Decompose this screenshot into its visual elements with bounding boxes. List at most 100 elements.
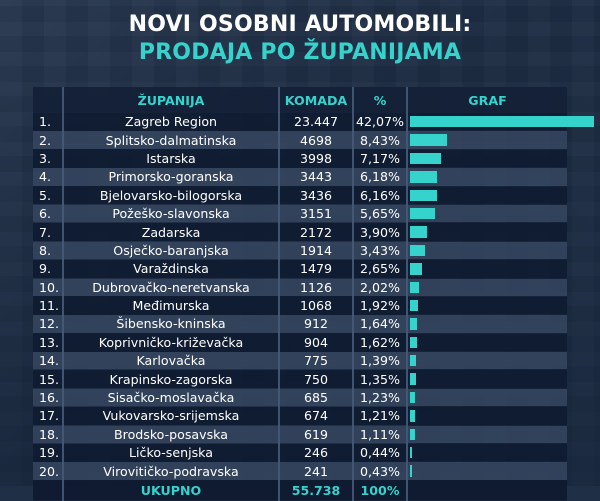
row-percent: 3,43% [353,241,408,261]
row-percent: 1,39% [353,351,408,371]
table-row: 3. Istarska 3998 7,17% [33,149,567,169]
row-bar-cell [407,113,594,132]
row-percent: 1,92% [353,296,408,316]
bar-mark [410,134,447,146]
bar-mark [410,281,419,293]
bar-mark [410,373,416,385]
row-percent: 5,65% [353,204,408,224]
row-units: 912 [279,314,354,334]
row-rank: 8. [33,241,64,261]
bar-mark [410,410,416,422]
table-row: 1. Zagreb Region 23.447 42,07% [33,113,594,132]
row-bar-cell [407,425,567,445]
total-bar-cell [407,480,567,501]
table-row: 13. Koprivničko-križevačka 904 1,62% [33,333,567,353]
row-units: 3436 [279,186,354,205]
row-bar-cell [407,443,567,463]
row-units: 2172 [279,222,354,242]
row-units: 750 [279,369,354,389]
row-county-name: Požeško-slavonska [63,204,280,224]
title-line-1: NOVI OSOBNI AUTOMOBILI: [128,12,472,37]
row-percent: 0,43% [353,461,408,481]
total-pct: 100% [353,480,408,501]
table-row: 5. Bjelovarsko-bilogorska 3436 6,16% [33,186,567,205]
row-county-name: Karlovačka [63,351,280,371]
row-county-name: Virovitičko-podravska [63,461,280,481]
row-percent: 1,23% [353,388,408,408]
bar-mark [410,244,425,257]
table-row: 7. Zadarska 2172 3,90% [33,222,567,242]
bar-mark [410,465,412,477]
sales-table: ŽUPANIJA KOMADA % GRAF 1. Zagreb Region 23… [33,87,594,501]
row-county-name: Osječko-baranjska [63,241,280,261]
bar-mark [410,152,442,165]
row-units: 246 [279,443,354,463]
table-row: 10. Dubrovačko-neretvanska 1126 2,02% [33,278,567,297]
row-units: 1068 [279,296,354,316]
row-percent: 3,90% [353,222,408,242]
table-row: 8. Osječko-baranjska 1914 3,43% [33,241,567,261]
row-rank: 16. [33,388,64,408]
row-bar-cell [407,296,567,316]
bar-mark [410,447,412,459]
row-bar-cell [407,351,567,371]
row-percent: 1,35% [353,369,408,389]
row-rank: 12. [33,314,64,334]
bar-mark [410,355,417,367]
row-units: 904 [279,333,354,353]
row-county-name: Međimurska [63,296,280,316]
total-units: 55.738 [279,480,354,501]
bar-mark [410,428,415,441]
row-percent: 2,02% [353,278,408,297]
table-row: 12. Šibensko-kninska 912 1,64% [33,314,567,334]
row-rank: 15. [33,369,64,389]
table-row: 11. Međimurska 1068 1,92% [33,296,567,316]
row-bar-cell [407,259,567,279]
row-units: 23.447 [279,113,354,132]
total-label: UKUPNO [63,480,280,501]
row-percent: 1,11% [353,425,408,445]
table-row: 18. Brodsko-posavska 619 1,11% [33,425,567,445]
row-bar-cell [407,167,567,187]
row-rank: 17. [33,406,64,426]
total-row: UKUPNO 55.738 100% [33,480,567,501]
row-county-name: Bjelovarsko-bilogorska [63,186,280,205]
row-rank: 4. [33,167,64,187]
row-county-name: Šibensko-kninska [63,314,280,334]
row-bar-cell [407,314,567,334]
row-rank: 13. [33,333,64,353]
header-zupanija: ŽUPANIJA [63,87,280,113]
row-county-name: Koprivničko-križevačka [63,333,280,353]
total-rank [33,480,64,501]
row-bar-cell [407,130,567,150]
row-rank: 2. [33,130,64,150]
row-rank: 1. [33,113,64,132]
row-units: 619 [279,425,354,445]
row-county-name: Ličko-senjska [63,443,280,463]
row-county-name: Zadarska [63,222,280,242]
row-percent: 6,16% [353,186,408,205]
row-bar-cell [407,369,567,389]
table-row: 6. Požeško-slavonska 3151 5,65% [33,204,567,224]
row-rank: 7. [33,222,64,242]
header-graf: GRAF [407,87,567,113]
table-row: 20. Virovitičko-podravska 241 0,43% [33,461,567,481]
row-county-name: Varaždinska [63,259,280,279]
row-percent: 2,65% [353,259,408,279]
bar-mark [410,189,437,201]
row-units: 1126 [279,278,354,297]
row-bar-cell [407,149,567,169]
row-percent: 42,07% [353,113,408,132]
row-rank: 9. [33,259,64,279]
row-bar-cell [407,186,567,205]
row-units: 4698 [279,130,354,150]
table-row: 16. Sisačko-moslavačka 685 1,23% [33,388,567,408]
row-county-name: Istarska [63,149,280,169]
row-rank: 18. [33,425,64,445]
row-bar-cell [407,204,567,224]
table-row: 14. Karlovačka 775 1,39% [33,351,567,371]
header-komada: KOMADA [279,87,354,113]
bar-mark [410,207,435,220]
bar-mark [410,263,422,275]
row-county-name: Vukovarsko-srijemska [63,406,280,426]
